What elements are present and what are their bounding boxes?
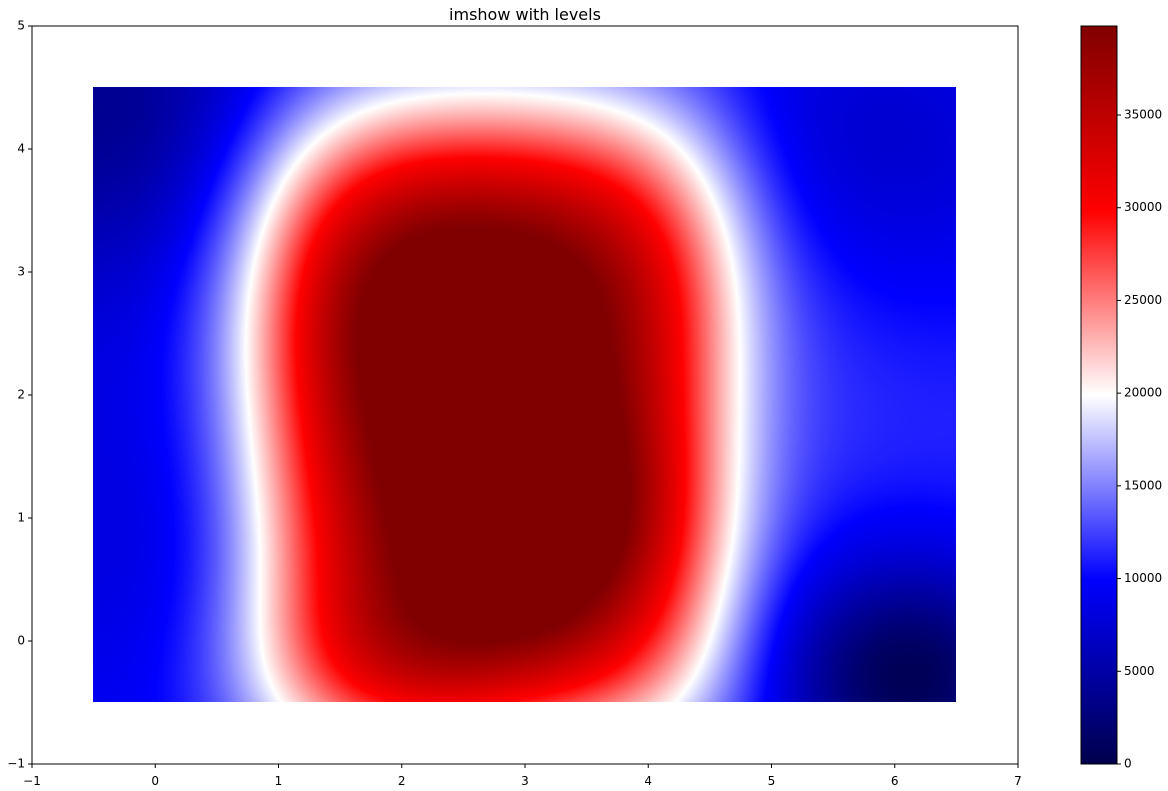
y-tick-label: 2 (17, 388, 25, 402)
x-tick-label: 0 (151, 774, 159, 788)
x-tick-label: 7 (1014, 774, 1022, 788)
colorbar-tick-label: 25000 (1124, 293, 1162, 307)
colorbar-tick-label: 30000 (1124, 200, 1162, 214)
x-tick-label: 1 (275, 774, 283, 788)
colorbar-tick-label: 10000 (1124, 571, 1162, 585)
chart-title: imshow with levels (449, 5, 601, 24)
y-tick-label: 3 (17, 265, 25, 279)
colorbar (1080, 25, 1118, 765)
x-tick-label: 2 (398, 774, 406, 788)
y-tick-label: 4 (17, 142, 25, 156)
colorbar-tick-label: 35000 (1124, 108, 1162, 122)
x-tick-label: 3 (521, 774, 529, 788)
colorbar-tick-label: 0 (1124, 757, 1132, 771)
y-tick-label: 5 (17, 19, 25, 33)
heatmap-image (93, 87, 956, 702)
x-tick-label: 6 (891, 774, 899, 788)
colorbar-axis: 0 5000 10000 15000 20000 25000 30000 35000 (1117, 108, 1162, 771)
colorbar-tick-label: 15000 (1124, 478, 1162, 492)
y-tick-label: −1 (7, 757, 25, 771)
heatmap-image-container (93, 87, 956, 702)
x-tick-label: 4 (644, 774, 652, 788)
y-axis: −1 0 1 2 3 4 5 (7, 19, 32, 771)
x-tick-label: 5 (768, 774, 776, 788)
x-axis: −1 0 1 2 3 4 5 6 7 (23, 764, 1022, 788)
x-tick-label: −1 (23, 774, 41, 788)
y-tick-label: 0 (17, 634, 25, 648)
colorbar-tick-label: 20000 (1124, 386, 1162, 400)
colorbar-tick-label: 5000 (1124, 664, 1155, 678)
y-tick-label: 1 (17, 511, 25, 525)
